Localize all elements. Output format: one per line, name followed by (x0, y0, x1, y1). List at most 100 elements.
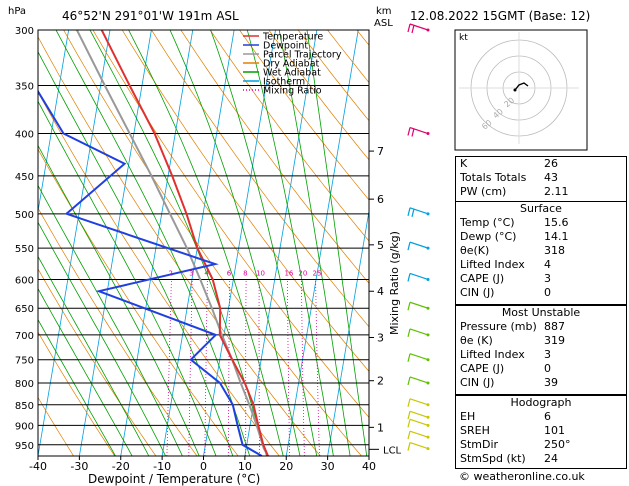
pressure-tick-label: 850 (15, 401, 34, 412)
table-row: Lifted Index 3 (456, 348, 626, 362)
surface-title: Surface (520, 202, 562, 215)
dry-adiabat-line (121, 30, 369, 372)
row-value: 26 (544, 157, 558, 170)
mixing-ratio-line (301, 279, 305, 456)
km-tick-label: 4 (377, 285, 384, 298)
mixing-ratio-line (315, 279, 320, 456)
row-value: 14.1 (544, 230, 569, 243)
legend-label: Parcel Trajectory (263, 50, 342, 61)
dry-adiabat-line (209, 30, 369, 242)
wind-barb-point (426, 277, 430, 281)
wet-adiabat-line (278, 30, 351, 456)
table-row: EH 6 (456, 410, 626, 424)
table-row: Temp (°C) 15.6 (456, 216, 626, 230)
legend-label: Isotherm (263, 77, 305, 88)
table-row: Pressure (mb) 887 (456, 320, 626, 334)
row-value: 24 (544, 452, 558, 465)
row-label: EH (460, 410, 476, 423)
isotherm-line (38, 30, 70, 214)
row-label: StmSpd (kt) (460, 452, 526, 465)
wind-barb-point (426, 435, 430, 439)
mixing-ratio-line (188, 279, 193, 456)
dry-adiabat-line (38, 396, 74, 456)
legend-label: Dry Adiabat (263, 59, 320, 70)
dry-adiabat-line (38, 268, 157, 456)
isotherm-line (161, 30, 235, 456)
wind-barb-point (426, 28, 430, 32)
row-label: PW (cm) (460, 185, 507, 198)
row-label: Lifted Index (460, 258, 525, 271)
wind-barb-feather (407, 23, 411, 33)
row-value: 3 (544, 348, 551, 361)
wind-barb-point (426, 212, 430, 216)
dry-adiabat-line (151, 30, 369, 328)
row-value: 101 (544, 424, 565, 437)
temperature-tick-label: 40 (362, 460, 376, 473)
hodograph-table-title: Hodograph (510, 396, 572, 409)
wind-barb-point (426, 381, 430, 385)
row-value: 319 (544, 334, 565, 347)
wind-barb (409, 353, 429, 361)
dry-adiabat-line (38, 331, 115, 456)
wet-adiabat-line (38, 287, 133, 456)
legend-label: Temperature (262, 32, 323, 43)
header-km: km (376, 6, 392, 17)
wet-adiabat-line (306, 30, 368, 456)
wind-barb-feather (407, 127, 411, 136)
temperature-tick-label: -20 (112, 460, 130, 473)
indices-panel: K 26 Totals Totals 43 PW (cm) 2.11 (455, 156, 627, 202)
wet-adiabat-line (128, 30, 284, 456)
wind-barb-feather (407, 431, 411, 440)
wind-barb (409, 376, 429, 384)
pressure-tick-label: 550 (15, 244, 34, 255)
wind-barb (409, 207, 429, 215)
x-axis-label: Dewpoint / Temperature (°C) (88, 472, 260, 486)
row-value: 4 (544, 258, 551, 271)
row-value: 250° (544, 438, 571, 451)
dry-adiabat-line (38, 36, 321, 456)
temperature-tick-label: -40 (29, 460, 47, 473)
mixing-ratio-line (227, 279, 231, 456)
wind-barb (409, 126, 429, 135)
parcel-trajectory-line (76, 30, 269, 456)
wind-barb (409, 241, 429, 249)
wet-adiabat-line (38, 144, 200, 456)
most-unstable-panel: Most Unstable Pressure (mb) 887 θe (K) 319 L… (455, 305, 627, 395)
row-label: CAPE (J) (460, 272, 505, 285)
wet-adiabat-line (169, 30, 301, 456)
wind-barb-feather (407, 419, 411, 428)
wind-barb (409, 430, 429, 438)
row-value: 39 (544, 376, 558, 389)
row-label: K (460, 157, 468, 170)
isotherm-line (327, 208, 369, 456)
wind-barb-feather (411, 128, 415, 137)
dry-adiabat-line (180, 30, 369, 284)
km-tick-label: 2 (377, 375, 384, 388)
lcl-label: LCL (383, 445, 402, 456)
table-row: Lifted Index 4 (456, 258, 626, 272)
table-row: StmDir 250° (456, 438, 626, 452)
wind-barb (409, 272, 429, 281)
temperature-line (100, 30, 269, 456)
wind-barb-point (426, 423, 430, 427)
dry-adiabat-line (38, 207, 198, 456)
wind-profile (407, 23, 430, 451)
table-row: Totals Totals 43 (456, 171, 626, 185)
row-value: 0 (544, 286, 551, 299)
wind-barb-point (426, 403, 430, 407)
mixing-ratio-label: 10 (256, 269, 265, 277)
mixing-ratio-label: 25 (313, 269, 322, 277)
wet-adiabat-line (38, 184, 183, 456)
table-row: Dewp (°C) 14.1 (456, 230, 626, 244)
plot-frame (37, 29, 370, 457)
wind-barb-feather (407, 273, 411, 282)
row-label: θe(K) (460, 244, 490, 257)
row-value: 6 (544, 410, 551, 423)
wind-barb (409, 301, 429, 309)
dry-adiabat-line (268, 30, 369, 161)
pressure-tick-label: 300 (15, 26, 34, 37)
temperature-tick-label: 20 (279, 460, 293, 473)
isotherm-line (38, 30, 111, 456)
